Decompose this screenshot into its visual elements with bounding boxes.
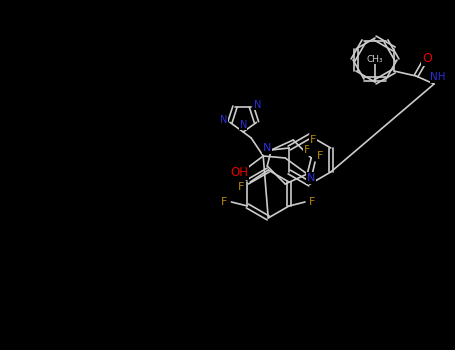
- Text: N: N: [263, 143, 271, 153]
- Text: F: F: [310, 135, 316, 145]
- Text: N: N: [307, 173, 315, 183]
- Text: NH: NH: [430, 72, 446, 82]
- Text: F: F: [317, 151, 323, 161]
- Text: N: N: [239, 120, 247, 130]
- Text: F: F: [238, 182, 244, 192]
- Text: F: F: [304, 145, 310, 155]
- Text: N: N: [220, 116, 228, 125]
- Text: N: N: [254, 100, 261, 110]
- Text: O: O: [422, 52, 432, 65]
- Text: F: F: [309, 197, 315, 207]
- Text: OH: OH: [230, 167, 248, 180]
- Text: CH₃: CH₃: [367, 55, 383, 63]
- Text: F: F: [221, 197, 228, 207]
